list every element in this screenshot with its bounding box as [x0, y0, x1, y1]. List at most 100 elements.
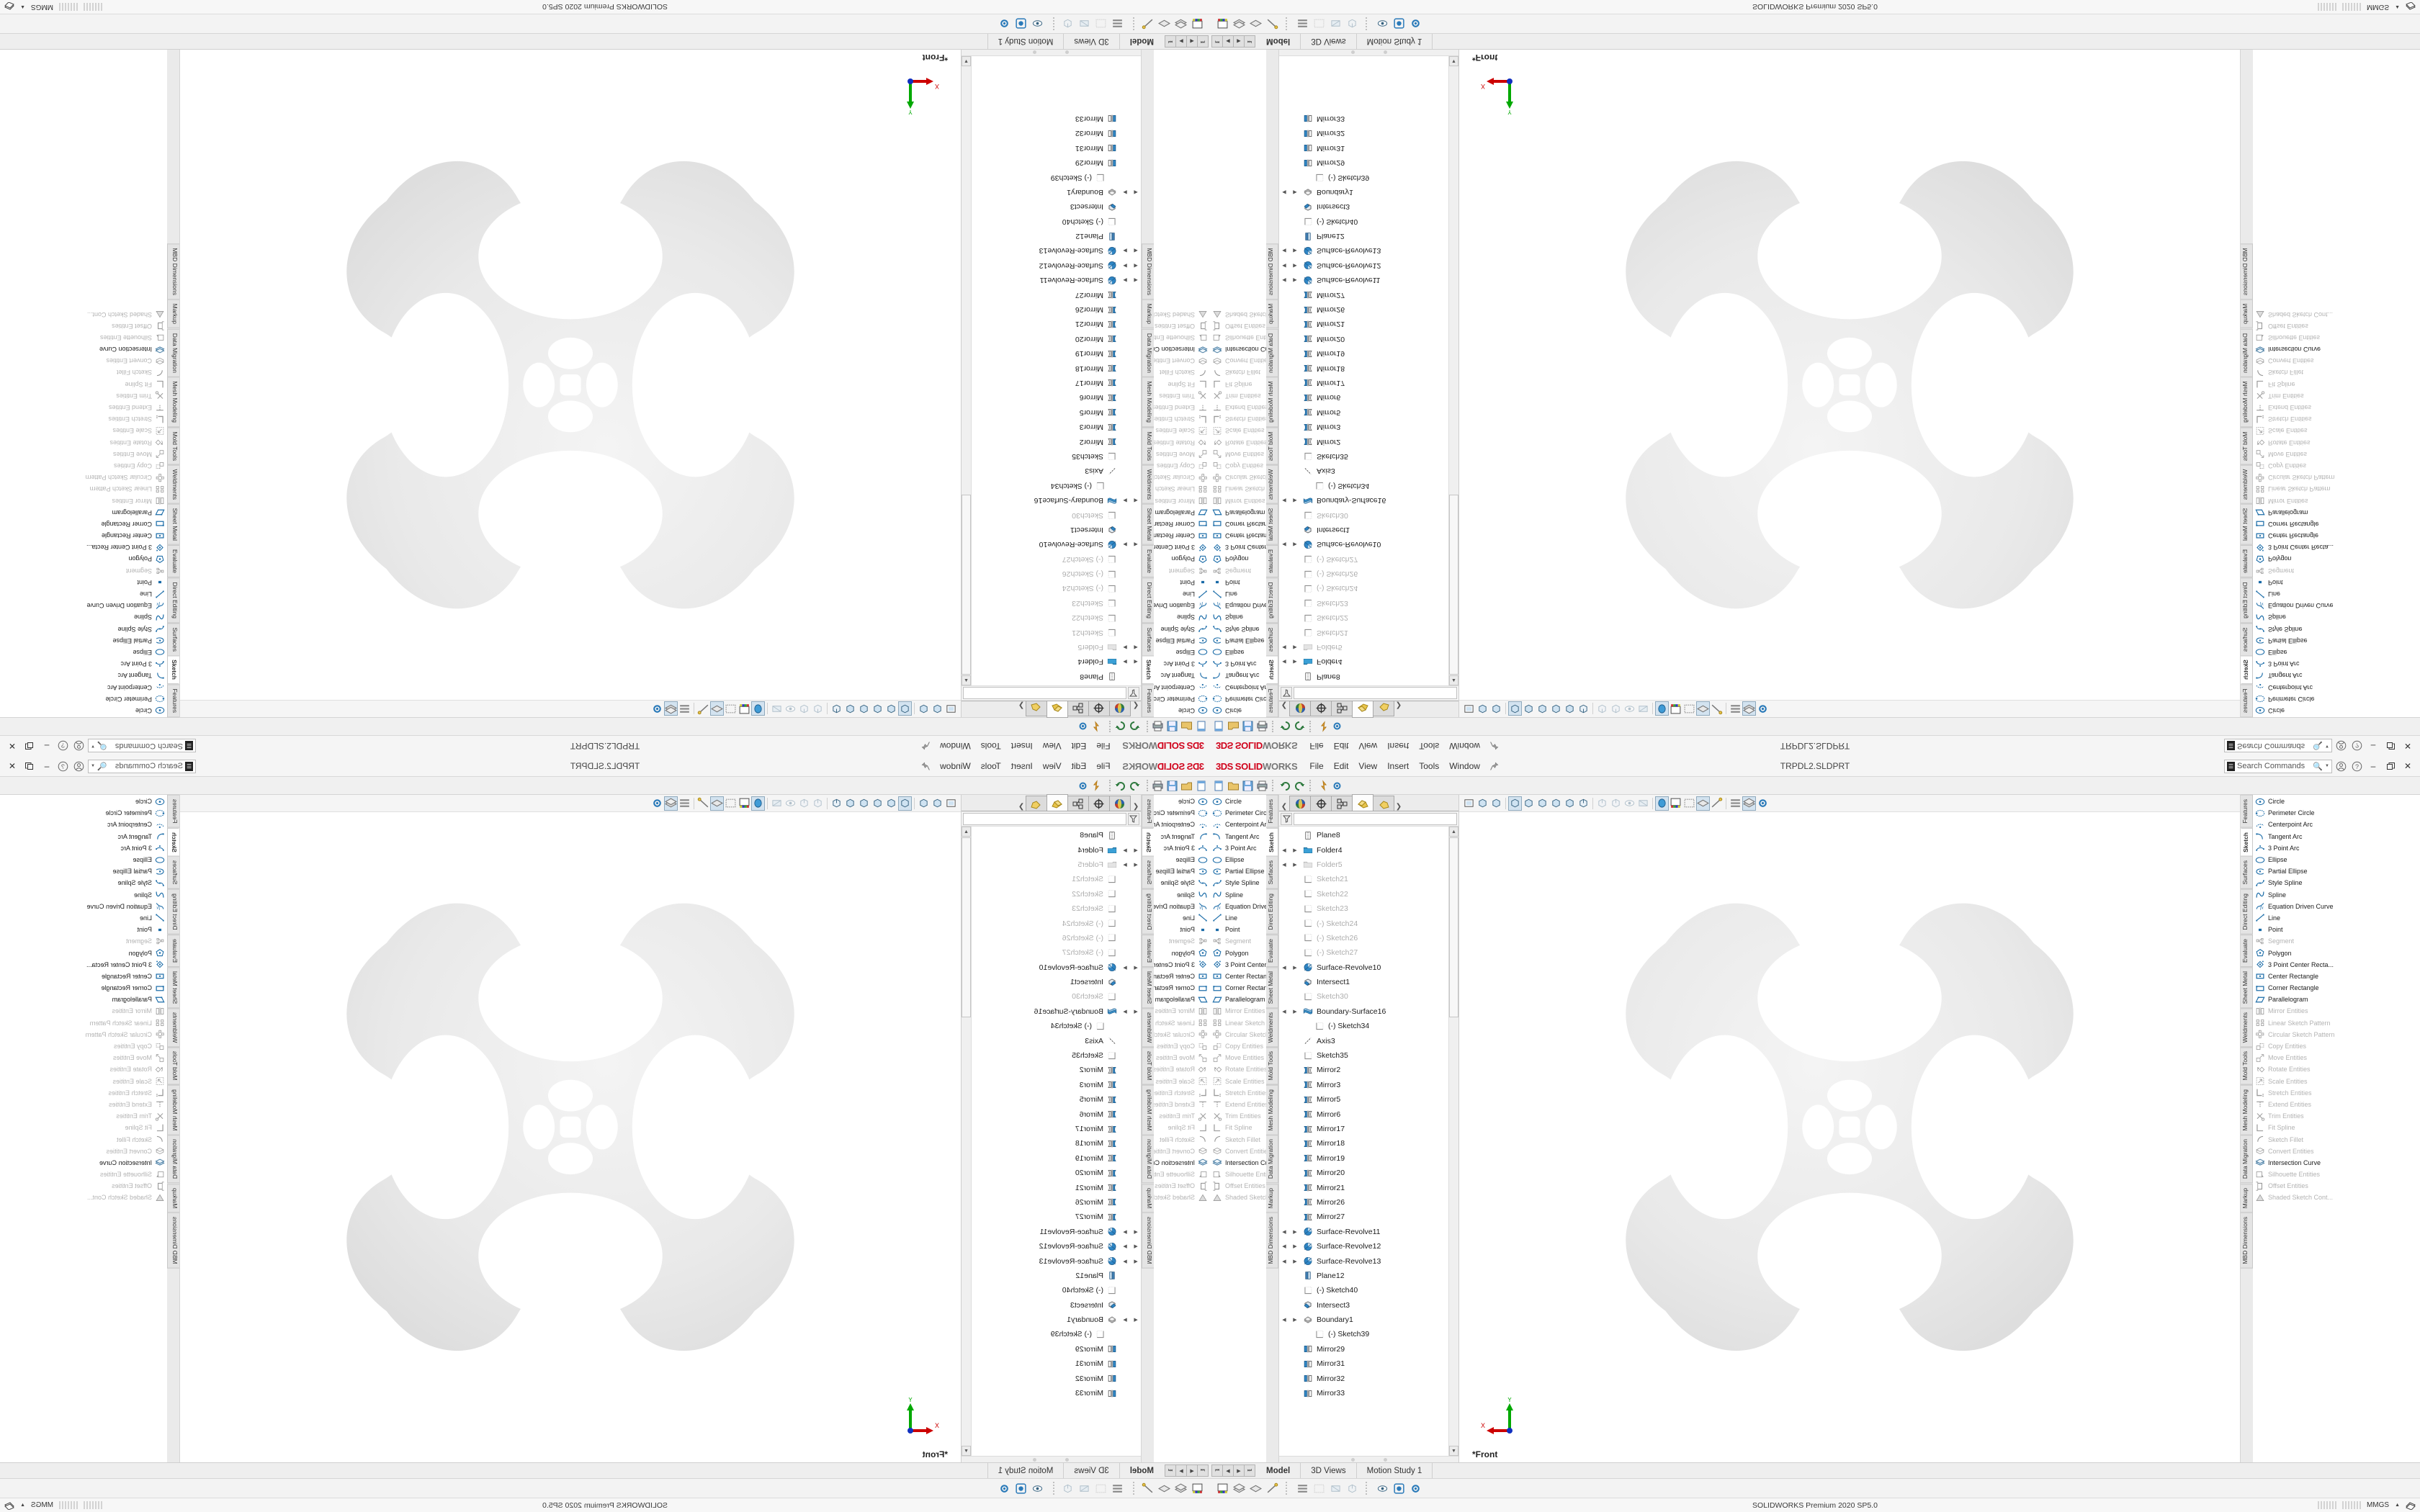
tree-row[interactable]: (-) Sketch34 — [1279, 1019, 1458, 1033]
tree-expand-icon[interactable]: ▶ — [1123, 541, 1127, 547]
section-view-icon[interactable] — [1636, 796, 1650, 811]
appearance-icon[interactable] — [751, 796, 765, 811]
previous-view-icon[interactable] — [1489, 702, 1503, 716]
view-orient-icon[interactable] — [1522, 702, 1536, 716]
filter-funnel-icon[interactable] — [1281, 812, 1292, 825]
zoom-to-area-icon[interactable] — [1476, 702, 1489, 716]
sketch-tool-polygon[interactable]: Polygon — [1154, 553, 1210, 564]
apply-scene-icon[interactable] — [1294, 16, 1310, 32]
vertical-tab-data-migration[interactable]: Data Migration — [2241, 328, 2253, 377]
options-gear-icon[interactable] — [1076, 720, 1090, 734]
panel-splitter[interactable] — [1279, 50, 1458, 56]
feature-tree-scrollbar[interactable]: ▲ ▼ — [1448, 56, 1458, 685]
sketch-tool-3-point-center-recta[interactable]: 3 Point Center Recta... — [0, 959, 167, 971]
scenes-icon[interactable] — [1157, 16, 1173, 32]
vertical-tab-mbd-dimensions[interactable]: MBD Dimensions — [167, 1212, 179, 1269]
vertical-tab-mold-tools[interactable]: Mold Tools — [167, 1047, 179, 1085]
sketch-tool-spline[interactable]: Spline — [1210, 889, 1266, 901]
tree-row[interactable]: Sketch21 — [962, 872, 1141, 886]
tab-3d-views[interactable]: 3D Views — [1063, 1463, 1119, 1478]
tree-row[interactable]: Mirror21 — [1279, 1180, 1458, 1194]
vertical-tab-sketch[interactable]: Sketch — [1266, 655, 1278, 685]
tree-collapse-left-icon[interactable]: ◀ — [1282, 1009, 1286, 1014]
tree-row[interactable]: (-) Sketch27 — [1279, 945, 1458, 960]
sketch-tool-point[interactable]: Point — [0, 924, 167, 935]
sketch-tool-corner-rectangle[interactable]: Corner Rectangle — [1210, 518, 1266, 530]
help-icon[interactable]: ? — [2349, 739, 2364, 753]
chevron-down-icon[interactable]: ▼ — [2325, 764, 2329, 768]
tree-row[interactable]: ◀ ▶ Surface-Revolve13 — [962, 1254, 1141, 1268]
tree-row[interactable]: ◀ ▶ Surface-Revolve11 — [1279, 1225, 1458, 1239]
section-view-icon[interactable] — [1077, 16, 1093, 32]
appearances-icon[interactable] — [1231, 1480, 1247, 1496]
menu-insert[interactable]: Insert — [1010, 741, 1033, 751]
vertical-tab-evaluate[interactable]: Evaluate — [1266, 545, 1278, 578]
vertical-tab-sketch[interactable]: Sketch — [167, 827, 179, 857]
tree-row[interactable]: ◀ ▶ Boundary1 — [1279, 1313, 1458, 1327]
tree-row[interactable]: Intersect3 — [962, 1298, 1141, 1313]
display-style-icon[interactable] — [1060, 1480, 1076, 1496]
tree-row[interactable]: Mirror21 — [962, 1180, 1141, 1194]
vertical-tab-mesh-modeling[interactable]: Mesh Modeling — [2241, 1084, 2253, 1135]
sketch-tool-ellipse[interactable]: Ellipse — [1154, 854, 1210, 865]
menu-window[interactable]: Window — [1449, 761, 1480, 771]
sketch-tool-style-spline[interactable]: Style Spline — [0, 877, 167, 888]
tree-expand-icon[interactable]: ▶ — [1123, 847, 1127, 853]
sketch-tool-3-point-arc[interactable]: 3 Point Arc — [1154, 842, 1210, 854]
print-icon[interactable] — [1255, 720, 1269, 734]
scroll-up-icon[interactable]: ▲ — [1449, 675, 1458, 685]
tree-row[interactable]: (-) Sketch24 — [962, 581, 1141, 595]
help-icon[interactable]: ? — [56, 759, 71, 773]
sketch-tool-3-point-arc[interactable]: 3 Point Arc — [1154, 658, 1210, 670]
view-orient-icon[interactable] — [857, 702, 871, 716]
tree-row[interactable]: Intersect1 — [1279, 975, 1458, 989]
minimize-button[interactable]: – — [2370, 761, 2376, 771]
tree-row[interactable]: Mirror32 — [1279, 126, 1458, 140]
sketch-tool-parallelogram[interactable]: Parallelogram — [1210, 507, 1266, 518]
units-indicator[interactable]: MMGS — [30, 1501, 54, 1509]
nav-next-button[interactable]: ▶ — [1175, 1464, 1187, 1477]
vertical-tab-surfaces[interactable]: Surfaces — [1266, 856, 1278, 889]
tree-row[interactable]: Mirror26 — [1279, 1195, 1458, 1210]
display-style-icon[interactable] — [1595, 702, 1609, 716]
tree-row[interactable]: Sketch23 — [962, 901, 1141, 916]
menu-file[interactable]: File — [1309, 761, 1324, 771]
pin-icon[interactable] — [1489, 742, 1499, 751]
tree-row[interactable]: Mirror31 — [962, 1356, 1141, 1371]
toolbar-grip[interactable] — [1052, 1482, 1054, 1495]
property-manager-tab[interactable] — [1088, 796, 1110, 811]
sketch-tool-center-rectangle[interactable]: Center Rectangle — [1210, 530, 1266, 541]
display-manager-tab[interactable] — [1373, 796, 1394, 811]
sketch-tool-perimeter-circle[interactable]: Perimeter Circle — [2253, 693, 2420, 705]
display-style-icon[interactable] — [797, 702, 811, 716]
sketch-tool-ellipse[interactable]: Ellipse — [0, 854, 167, 865]
tree-row[interactable]: Mirror6 — [1279, 390, 1458, 405]
tree-collapse-left-icon[interactable]: ◀ — [1134, 644, 1138, 650]
tree-row[interactable]: Mirror5 — [1279, 405, 1458, 420]
tree-row[interactable]: Mirror29 — [962, 156, 1141, 170]
lights-icon[interactable] — [696, 702, 710, 716]
display-style-icon[interactable] — [1577, 702, 1590, 716]
tree-row[interactable]: Mirror5 — [962, 405, 1141, 420]
vertical-tab-sketch[interactable]: Sketch — [1142, 655, 1154, 685]
help-icon[interactable]: ? — [56, 739, 71, 753]
vertical-tab-surfaces[interactable]: Surfaces — [1142, 623, 1154, 656]
cad-model-surface[interactable] — [1587, 864, 2112, 1390]
sketch-tool-3-point-arc[interactable]: 3 Point Arc — [0, 842, 167, 854]
tree-row[interactable]: Mirror18 — [1279, 361, 1458, 375]
tree-row[interactable]: ◀ ▶ Surface-Revolve11 — [962, 273, 1141, 287]
tree-row[interactable]: Mirror17 — [1279, 376, 1458, 390]
undo-icon[interactable] — [1278, 779, 1292, 793]
tab-3d-views[interactable]: 3D Views — [1301, 34, 1357, 49]
account-icon[interactable] — [72, 739, 86, 753]
tree-row[interactable]: Mirror21 — [1279, 317, 1458, 331]
zoom-to-fit-icon[interactable] — [1462, 796, 1476, 811]
tree-row[interactable]: Sketch35 — [962, 1048, 1141, 1063]
tree-row[interactable]: Mirror32 — [962, 126, 1141, 140]
view-setting-icon[interactable] — [724, 702, 738, 716]
vertical-tab-surfaces[interactable]: Surfaces — [167, 856, 179, 889]
previous-view-icon[interactable] — [917, 796, 931, 811]
view-orient-icon[interactable] — [1508, 796, 1522, 811]
vertical-tab-mesh-modeling[interactable]: Mesh Modeling — [1266, 1084, 1278, 1135]
